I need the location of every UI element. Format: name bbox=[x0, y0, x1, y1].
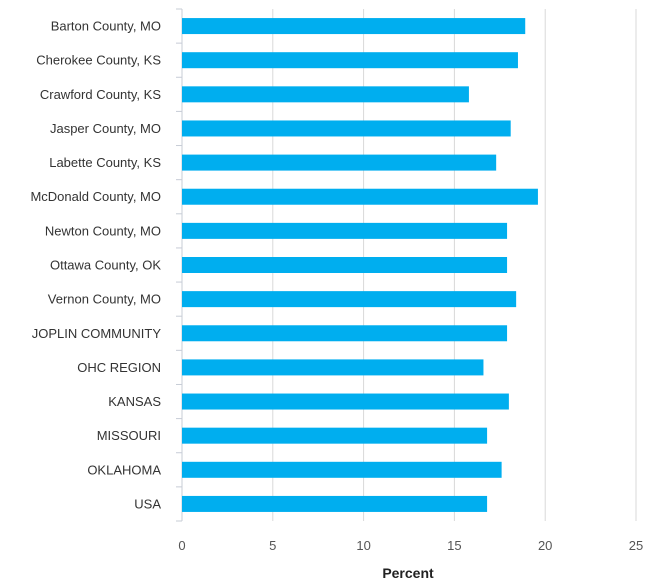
category-label: KANSAS bbox=[108, 394, 161, 409]
bar bbox=[182, 18, 526, 35]
category-label: MISSOURI bbox=[97, 428, 161, 443]
x-tick-label: 15 bbox=[447, 538, 461, 553]
category-label: Labette County, KS bbox=[49, 155, 161, 170]
category-label: OHC REGION bbox=[77, 360, 161, 375]
category-label: Vernon County, MO bbox=[48, 292, 161, 307]
bar bbox=[182, 495, 488, 512]
x-tick-label: 20 bbox=[538, 538, 552, 553]
x-tick-label: 5 bbox=[269, 538, 276, 553]
x-tick-labels: 0 5 10 15 20 25 bbox=[178, 538, 643, 553]
category-label: Crawford County, KS bbox=[40, 87, 161, 102]
bar bbox=[182, 291, 517, 308]
x-axis-title: Percent bbox=[382, 565, 434, 581]
bar bbox=[182, 52, 518, 69]
category-labels: Barton County, MO Cherokee County, KS Craw… bbox=[30, 19, 161, 512]
category-label: Ottawa County, OK bbox=[50, 258, 161, 273]
x-tick-label: 25 bbox=[629, 538, 643, 553]
bars bbox=[182, 18, 538, 512]
bar bbox=[182, 257, 508, 273]
bar bbox=[182, 154, 497, 171]
category-label: Barton County, MO bbox=[51, 19, 161, 34]
bar bbox=[182, 461, 502, 478]
category-label: OKLAHOMA bbox=[87, 462, 161, 477]
category-label: McDonald County, MO bbox=[30, 189, 161, 204]
category-label: USA bbox=[134, 496, 161, 511]
category-label: Newton County, MO bbox=[45, 223, 161, 238]
bar bbox=[182, 86, 469, 103]
x-tick-label: 0 bbox=[178, 538, 185, 553]
x-tick-label: 10 bbox=[356, 538, 370, 553]
bar bbox=[182, 188, 538, 205]
y-axis-ticks bbox=[176, 8, 182, 522]
category-label: Cherokee County, KS bbox=[36, 53, 161, 68]
bar bbox=[182, 393, 509, 410]
category-label: Jasper County, MO bbox=[50, 121, 161, 136]
bar bbox=[182, 120, 511, 137]
bar bbox=[182, 427, 488, 444]
bar bbox=[182, 359, 484, 376]
category-label: JOPLIN COMMUNITY bbox=[32, 326, 162, 341]
bar bbox=[182, 222, 508, 239]
bar bbox=[182, 325, 508, 342]
